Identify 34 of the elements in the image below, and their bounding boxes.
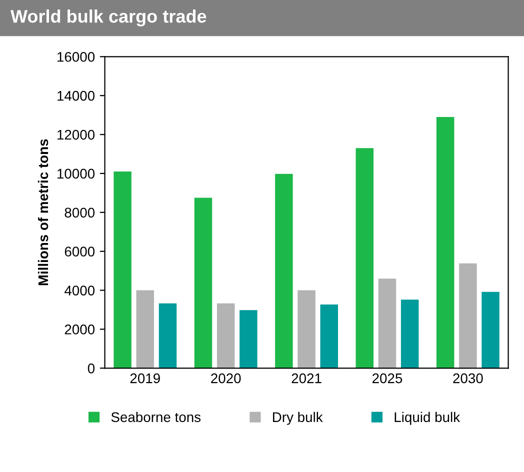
x-tick-label: 2030 [453, 373, 483, 384]
bar [275, 174, 293, 368]
legend-label: Dry bulk [273, 412, 323, 425]
bar [136, 290, 154, 368]
y-tick-label: 10000 [58, 168, 95, 179]
bar [216, 303, 235, 368]
y-tick-label: 14000 [58, 90, 95, 101]
x-tick-label: 2021 [292, 373, 322, 384]
bar [194, 198, 212, 368]
bar [459, 263, 477, 368]
x-tick-label: 2025 [372, 373, 402, 384]
y-tick-label: 16000 [58, 52, 95, 62]
y-tick-label: 4000 [64, 286, 95, 296]
y-tick-label: 6000 [64, 246, 95, 257]
bar [158, 303, 177, 368]
legend-label: Liquid bulk [394, 412, 460, 425]
y-axis-title: Millions of metric tons [38, 139, 48, 286]
bar [298, 290, 316, 368]
bar [482, 292, 500, 368]
chart-title: World bulk cargo trade [10, 9, 206, 26]
bar [114, 172, 132, 368]
bar [240, 310, 258, 368]
bar [436, 116, 454, 368]
y-tick-label: 8000 [64, 208, 95, 218]
y-tick-label: 12000 [58, 130, 95, 140]
bar [378, 278, 396, 368]
bar [356, 148, 374, 368]
bar [320, 304, 338, 368]
bar [400, 300, 419, 368]
y-tick-label: 2000 [64, 324, 95, 334]
x-tick-label: 2019 [130, 373, 160, 384]
x-tick-label: 2020 [211, 373, 241, 384]
y-tick-label: 0 [88, 363, 95, 374]
legend-label: Seaborne tons [111, 412, 201, 422]
